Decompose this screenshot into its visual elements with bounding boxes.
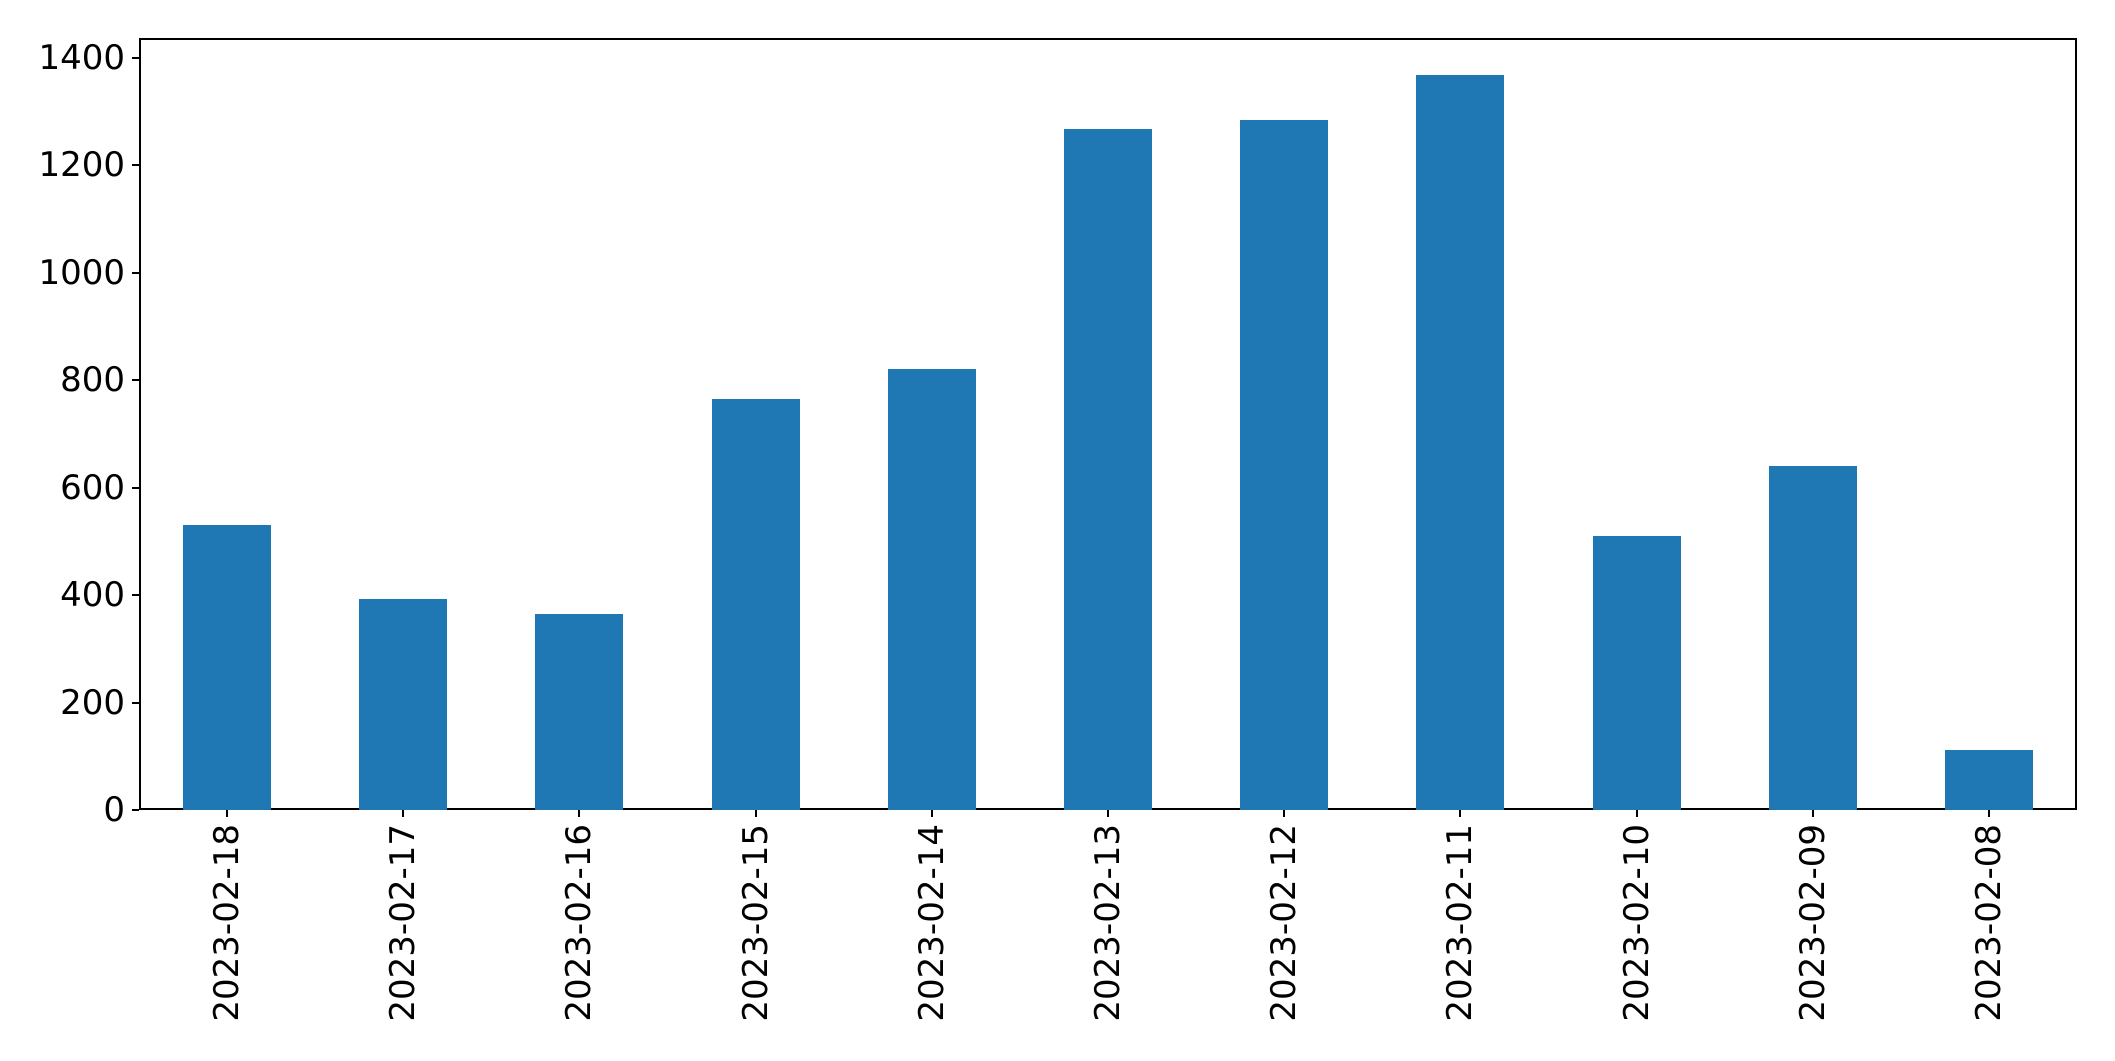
bar bbox=[1063, 129, 1153, 810]
x-axis-tick-label: 2023-02-16 bbox=[559, 824, 600, 1022]
x-tick-mark bbox=[578, 810, 581, 817]
x-tick-mark bbox=[1107, 810, 1109, 817]
bar bbox=[1944, 749, 2033, 810]
x-axis-tick-label: 2023-02-14 bbox=[911, 824, 952, 1022]
x-tick-mark bbox=[1459, 810, 1462, 817]
y-axis-tick-label: 1000 bbox=[38, 252, 125, 293]
bar bbox=[183, 525, 272, 810]
bar bbox=[1240, 119, 1329, 810]
x-axis-tick-label: 2023-02-12 bbox=[1264, 824, 1305, 1022]
x-tick-mark bbox=[226, 810, 229, 817]
x-tick-mark bbox=[1811, 810, 1814, 817]
bar bbox=[887, 369, 976, 810]
y-tick-mark bbox=[132, 486, 139, 489]
y-axis-tick-label: 200 bbox=[60, 682, 125, 723]
x-tick-mark bbox=[754, 810, 757, 817]
x-tick-mark bbox=[1283, 810, 1286, 817]
y-axis-tick-label: 600 bbox=[60, 467, 125, 508]
bar bbox=[1592, 536, 1681, 810]
y-tick-mark bbox=[132, 809, 139, 811]
x-axis-tick-label: 2023-02-13 bbox=[1088, 824, 1128, 1022]
x-axis-tick-label: 2023-02-18 bbox=[207, 824, 248, 1022]
bar bbox=[1768, 466, 1857, 810]
y-tick-mark bbox=[132, 271, 139, 274]
bar bbox=[1416, 75, 1505, 810]
x-axis-tick-label: 2023-02-15 bbox=[735, 824, 776, 1022]
x-axis-tick-label: 2023-02-08 bbox=[1968, 824, 2009, 1022]
y-tick-mark bbox=[132, 701, 139, 704]
y-axis-tick-label: 1400 bbox=[38, 37, 125, 78]
x-tick-mark bbox=[402, 810, 405, 817]
y-tick-mark bbox=[132, 164, 139, 167]
x-tick-mark bbox=[1987, 810, 1990, 817]
y-axis-tick-label: 400 bbox=[60, 575, 125, 616]
bar bbox=[711, 399, 800, 810]
x-tick-mark bbox=[1635, 810, 1638, 817]
x-axis-tick-label: 2023-02-11 bbox=[1440, 824, 1481, 1022]
bar bbox=[359, 599, 448, 810]
x-axis-tick-label: 2023-02-17 bbox=[383, 824, 424, 1022]
x-tick-mark bbox=[930, 810, 933, 817]
x-axis-tick-label: 2023-02-10 bbox=[1616, 824, 1657, 1022]
y-tick-mark bbox=[132, 379, 139, 382]
x-axis-tick-label: 2023-02-09 bbox=[1792, 824, 1833, 1022]
bar bbox=[535, 613, 624, 810]
y-axis-tick-label: 0 bbox=[103, 790, 125, 830]
y-axis-tick-label: 800 bbox=[60, 360, 125, 401]
y-tick-mark bbox=[132, 594, 139, 597]
y-tick-mark bbox=[132, 56, 139, 59]
y-axis-tick-label: 1200 bbox=[38, 145, 125, 186]
